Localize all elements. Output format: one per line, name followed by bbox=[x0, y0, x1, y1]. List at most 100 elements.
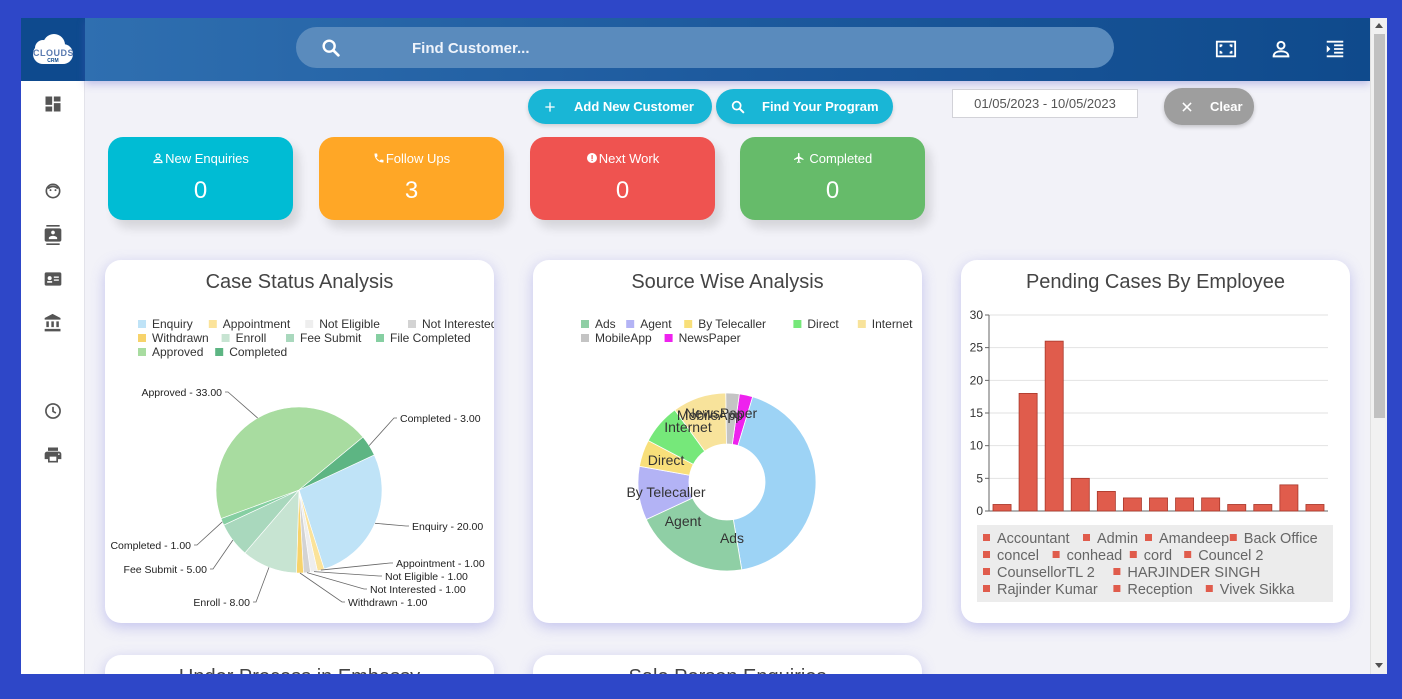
top-bar bbox=[85, 18, 1370, 81]
bar[interactable] bbox=[1305, 504, 1325, 512]
id-card-icon[interactable] bbox=[43, 269, 63, 289]
legend-label[interactable]: HARJINDER SINGH bbox=[1127, 565, 1260, 581]
clear-button[interactable]: Clear bbox=[1164, 88, 1254, 125]
legend-label[interactable]: Completed bbox=[229, 345, 287, 359]
donut-label: By Telecaller bbox=[626, 484, 705, 500]
legend-label[interactable]: Enquiry bbox=[152, 317, 193, 331]
legend-label[interactable]: Accountant bbox=[997, 531, 1070, 547]
stat-label: New Enquiries bbox=[165, 151, 249, 166]
legend-label[interactable]: Not Eligible bbox=[319, 317, 380, 331]
stat-card-new-enquiries[interactable]: New Enquiries 0 bbox=[108, 137, 293, 220]
legend-swatch bbox=[983, 534, 990, 541]
dashboard-icon[interactable] bbox=[43, 94, 63, 114]
stat-card-follow-ups[interactable]: Follow Ups 3 bbox=[319, 137, 504, 220]
legend-label[interactable]: Fee Submit bbox=[300, 331, 362, 345]
legend-label[interactable]: Approved bbox=[152, 345, 203, 359]
legend-label[interactable]: concel bbox=[997, 548, 1039, 564]
legend-label[interactable]: Admin bbox=[1097, 531, 1138, 547]
bar[interactable] bbox=[1175, 497, 1195, 512]
pie-slice[interactable] bbox=[215, 406, 364, 519]
legend-swatch bbox=[1145, 534, 1152, 541]
pending-cases-bar-chart: 0 5 10 15 20 25 30 Accountant Admin Amandeep Back … bbox=[970, 308, 1333, 602]
donut-label: Direct bbox=[648, 452, 685, 468]
legend-label[interactable]: By Telecaller bbox=[698, 317, 766, 331]
person-outline-icon bbox=[153, 153, 163, 164]
sidebar: CLOUDS CRM bbox=[21, 18, 85, 674]
legend-label[interactable]: Amandeep bbox=[1159, 531, 1229, 547]
legend-label[interactable]: cord bbox=[1144, 548, 1172, 564]
legend-label[interactable]: File Completed bbox=[390, 331, 471, 345]
legend-label[interactable]: Appointment bbox=[223, 317, 291, 331]
bank-icon[interactable] bbox=[43, 313, 63, 333]
find-your-program-button[interactable]: Find Your Program bbox=[716, 89, 893, 124]
pie-slice[interactable] bbox=[298, 454, 383, 570]
search-input[interactable] bbox=[412, 37, 1012, 59]
legend-label[interactable]: Rajinder Kumar bbox=[997, 582, 1098, 598]
bar[interactable] bbox=[1044, 340, 1064, 512]
legend-label[interactable]: Direct bbox=[807, 317, 839, 331]
donut-slice[interactable] bbox=[732, 396, 817, 571]
legend-label[interactable]: conhead bbox=[1067, 548, 1123, 564]
contacts-icon[interactable] bbox=[43, 225, 63, 245]
legend-label[interactable]: NewsPaper bbox=[679, 331, 741, 345]
legend-swatch bbox=[376, 334, 384, 342]
close-icon bbox=[1182, 101, 1192, 112]
donut-label: Agent bbox=[665, 513, 702, 529]
donut-slice[interactable] bbox=[645, 497, 743, 572]
bar[interactable] bbox=[1279, 484, 1299, 512]
stat-card-completed[interactable]: Completed 0 bbox=[740, 137, 925, 220]
logo-subtext: CRM bbox=[47, 57, 59, 64]
scrollbar[interactable] bbox=[1370, 18, 1387, 674]
legend-label[interactable]: Agent bbox=[640, 317, 672, 331]
card-title: Sale Person Enquiries bbox=[533, 666, 922, 674]
legend-swatch bbox=[221, 334, 230, 342]
legend-swatch bbox=[1113, 585, 1121, 592]
pie-label: Not Eligible - 1.00 bbox=[385, 571, 468, 583]
bar[interactable] bbox=[1149, 497, 1168, 512]
legend-label[interactable]: Councel 2 bbox=[1198, 548, 1263, 564]
y-tick-label: 0 bbox=[976, 504, 983, 518]
bar[interactable] bbox=[1018, 392, 1038, 512]
pie-label: Fee Submit - 5.00 bbox=[124, 564, 208, 576]
pie-label-line bbox=[306, 572, 367, 590]
menu-indent-icon[interactable] bbox=[1323, 38, 1347, 60]
legend-label[interactable]: Not Interested bbox=[422, 317, 494, 331]
legend-label[interactable]: CounsellorTL 2 bbox=[997, 565, 1095, 581]
scroll-down-icon[interactable] bbox=[1375, 663, 1383, 668]
legend-label[interactable]: Enroll bbox=[236, 331, 267, 345]
bar[interactable] bbox=[1070, 477, 1090, 512]
legend-label[interactable]: MobileApp bbox=[595, 331, 652, 345]
stat-card-next-work[interactable]: Next Work 0 bbox=[530, 137, 715, 220]
scroll-up-icon[interactable] bbox=[1375, 23, 1383, 28]
legend-label[interactable]: Withdrawn bbox=[152, 331, 209, 345]
legend-label[interactable]: Internet bbox=[872, 317, 913, 331]
bar[interactable] bbox=[1253, 504, 1273, 512]
account-icon[interactable] bbox=[1269, 38, 1293, 60]
scroll-thumb[interactable] bbox=[1374, 34, 1385, 418]
bar[interactable] bbox=[1122, 497, 1142, 512]
chart-title: Case Status Analysis bbox=[205, 271, 394, 293]
date-range-input[interactable]: 01/05/2023 - 10/05/2023 bbox=[952, 89, 1138, 118]
bar[interactable] bbox=[1201, 497, 1221, 512]
add-new-customer-button[interactable]: Add New Customer bbox=[528, 89, 712, 124]
bar[interactable] bbox=[1096, 490, 1116, 512]
bar[interactable] bbox=[992, 504, 1012, 512]
legend-swatch bbox=[1229, 534, 1237, 541]
legend-label[interactable]: Vivek Sikka bbox=[1220, 582, 1296, 598]
clock-icon[interactable] bbox=[43, 401, 63, 421]
fullscreen-icon[interactable] bbox=[1214, 38, 1238, 60]
pie-label-line bbox=[225, 391, 258, 419]
pie-label-line bbox=[374, 522, 409, 527]
logo[interactable]: CLOUDS CRM bbox=[21, 18, 85, 81]
print-icon[interactable] bbox=[43, 445, 63, 465]
search-icon bbox=[322, 39, 340, 57]
stat-label: Follow Ups bbox=[385, 151, 451, 166]
legend-label[interactable]: Back Office bbox=[1244, 531, 1318, 547]
bar[interactable] bbox=[1227, 504, 1247, 512]
legend-label[interactable]: Reception bbox=[1127, 582, 1192, 598]
clear-label: Clear bbox=[1210, 99, 1243, 114]
search-box[interactable] bbox=[296, 27, 1114, 68]
legend-label[interactable]: Ads bbox=[595, 317, 616, 331]
donut-slice[interactable] bbox=[725, 392, 740, 445]
face-icon[interactable] bbox=[43, 181, 63, 201]
